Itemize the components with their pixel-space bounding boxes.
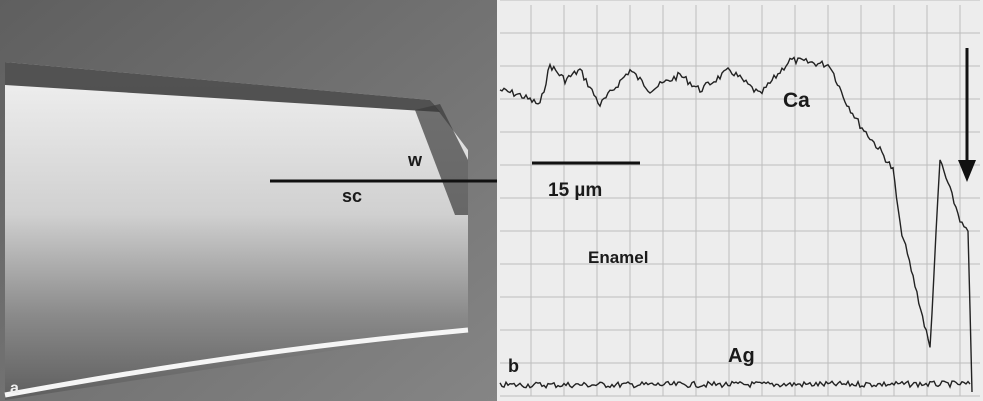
trace-label-ag: Ag <box>728 345 755 367</box>
ag-trace <box>499 379 971 389</box>
tissue-edge <box>5 62 440 112</box>
annotation-sc: sc <box>342 186 362 206</box>
panel-a: w sc a <box>0 0 497 401</box>
panel-label: b <box>508 356 519 376</box>
panel-label: a <box>10 380 19 397</box>
panel-b: 15 µm Ca Enamel Ag b <box>497 0 983 401</box>
ca-trace <box>499 56 973 393</box>
surface-layer <box>415 104 468 215</box>
lower-edge <box>4 327 469 398</box>
chart-paper <box>497 0 983 401</box>
annotation-w: w <box>407 150 423 170</box>
scale-label: 15 µm <box>548 180 602 201</box>
region-label: Enamel <box>588 248 648 267</box>
trace-label-ca: Ca <box>783 89 810 112</box>
tissue-region <box>5 62 468 400</box>
arrow-head <box>958 160 976 182</box>
